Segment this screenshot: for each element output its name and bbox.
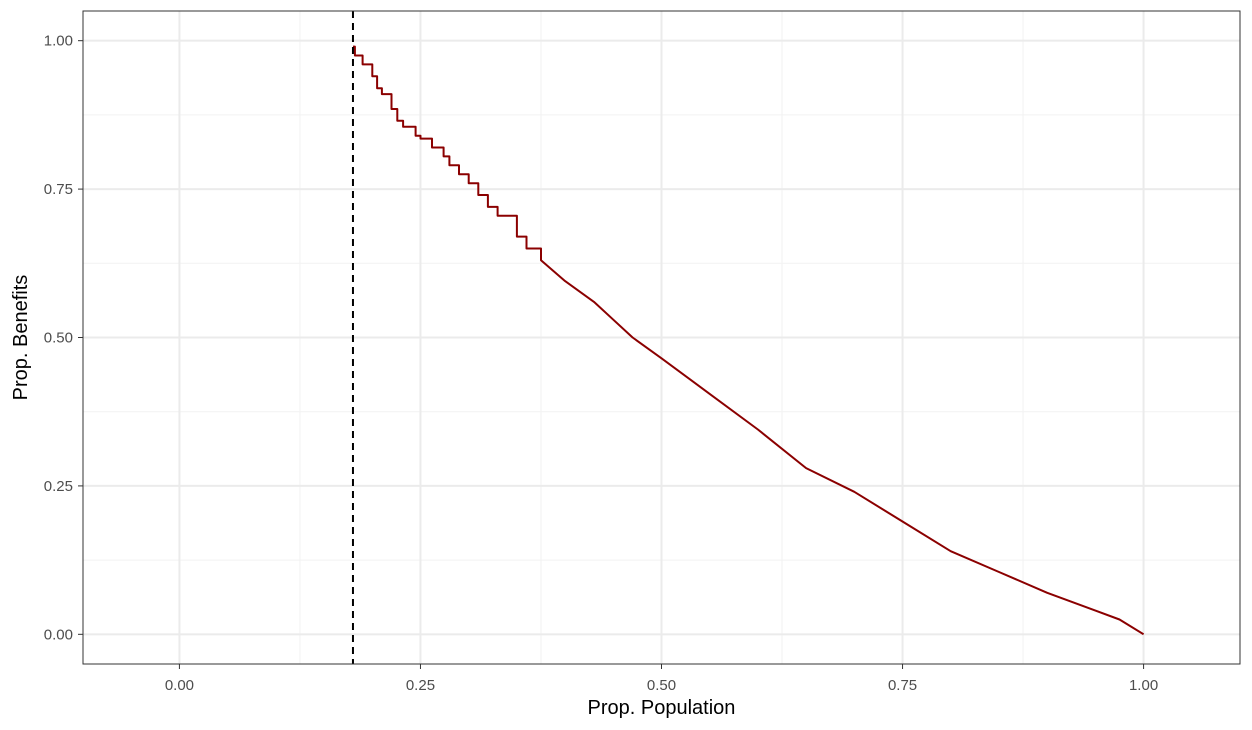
x-tick-label: 0.75 <box>888 677 917 694</box>
axis-ticks <box>78 40 1145 669</box>
y-axis-title: Prop. Benefits <box>10 275 32 401</box>
y-tick-label: 0.25 <box>44 478 73 495</box>
series-line <box>353 45 1145 636</box>
x-tick-label: 0.25 <box>406 677 435 694</box>
y-tick-label: 0.50 <box>44 330 73 347</box>
series-group <box>353 45 1145 636</box>
x-axis-title: Prop. Population <box>588 697 736 719</box>
x-tick-label: 1.00 <box>1129 677 1158 694</box>
axis-tick-labels: 0.00 0.25 0.50 0.75 1.00 0.00 0.25 0.50 0.75 1.00 <box>44 33 1158 694</box>
y-tick-label: 0.00 <box>44 626 73 643</box>
y-tick-label: 0.75 <box>44 181 73 198</box>
y-tick-label: 1.00 <box>44 33 73 50</box>
major-grid <box>83 11 1240 664</box>
x-tick-label: 0.00 <box>165 677 194 694</box>
x-tick-label: 0.50 <box>647 677 676 694</box>
